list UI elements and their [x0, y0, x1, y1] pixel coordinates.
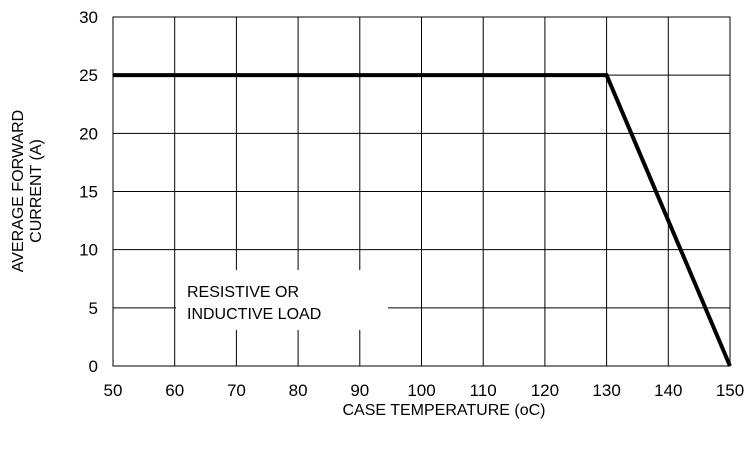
series-line	[113, 73, 732, 367]
y-tick-label: 30	[79, 8, 98, 27]
x-tick-label: 50	[104, 381, 123, 400]
y-tick-label: 5	[89, 299, 98, 318]
y-tick-label: 15	[79, 183, 98, 202]
annotation-line-1: RESISTIVE OR	[187, 284, 299, 301]
y-tick-label: 20	[79, 124, 98, 143]
y-axis-title-line-1: AVERAGE FORWARD	[10, 110, 27, 272]
x-tick-label: 140	[654, 381, 682, 400]
annotation-line-2: INDUCTIVE LOAD	[187, 306, 321, 323]
x-tick-label: 100	[407, 381, 435, 400]
x-tick-label: 60	[165, 381, 184, 400]
x-tick-label: 150	[716, 381, 744, 400]
tick-labels: 50 60 70 80 90 100 110 120 130 140 150 0 5 10 15 20 25 30	[79, 8, 744, 400]
y-tick-label: 0	[89, 357, 98, 376]
plot-frame	[112, 16, 731, 367]
y-tick-label: 10	[79, 241, 98, 260]
annotation-background	[176, 270, 388, 330]
x-tick-label: 70	[227, 381, 246, 400]
y-tick-label: 25	[79, 66, 98, 85]
x-tick-label: 80	[289, 381, 308, 400]
x-tick-label: 90	[350, 381, 369, 400]
x-tick-label: 130	[592, 381, 620, 400]
x-tick-label: 110	[470, 381, 497, 400]
y-axis-title-line-2: CURRENT (A)	[28, 139, 45, 243]
series-layer	[113, 73, 732, 367]
x-axis-title: CASE TEMPERATURE (oC)	[343, 402, 546, 419]
x-tick-label: 120	[531, 381, 559, 400]
